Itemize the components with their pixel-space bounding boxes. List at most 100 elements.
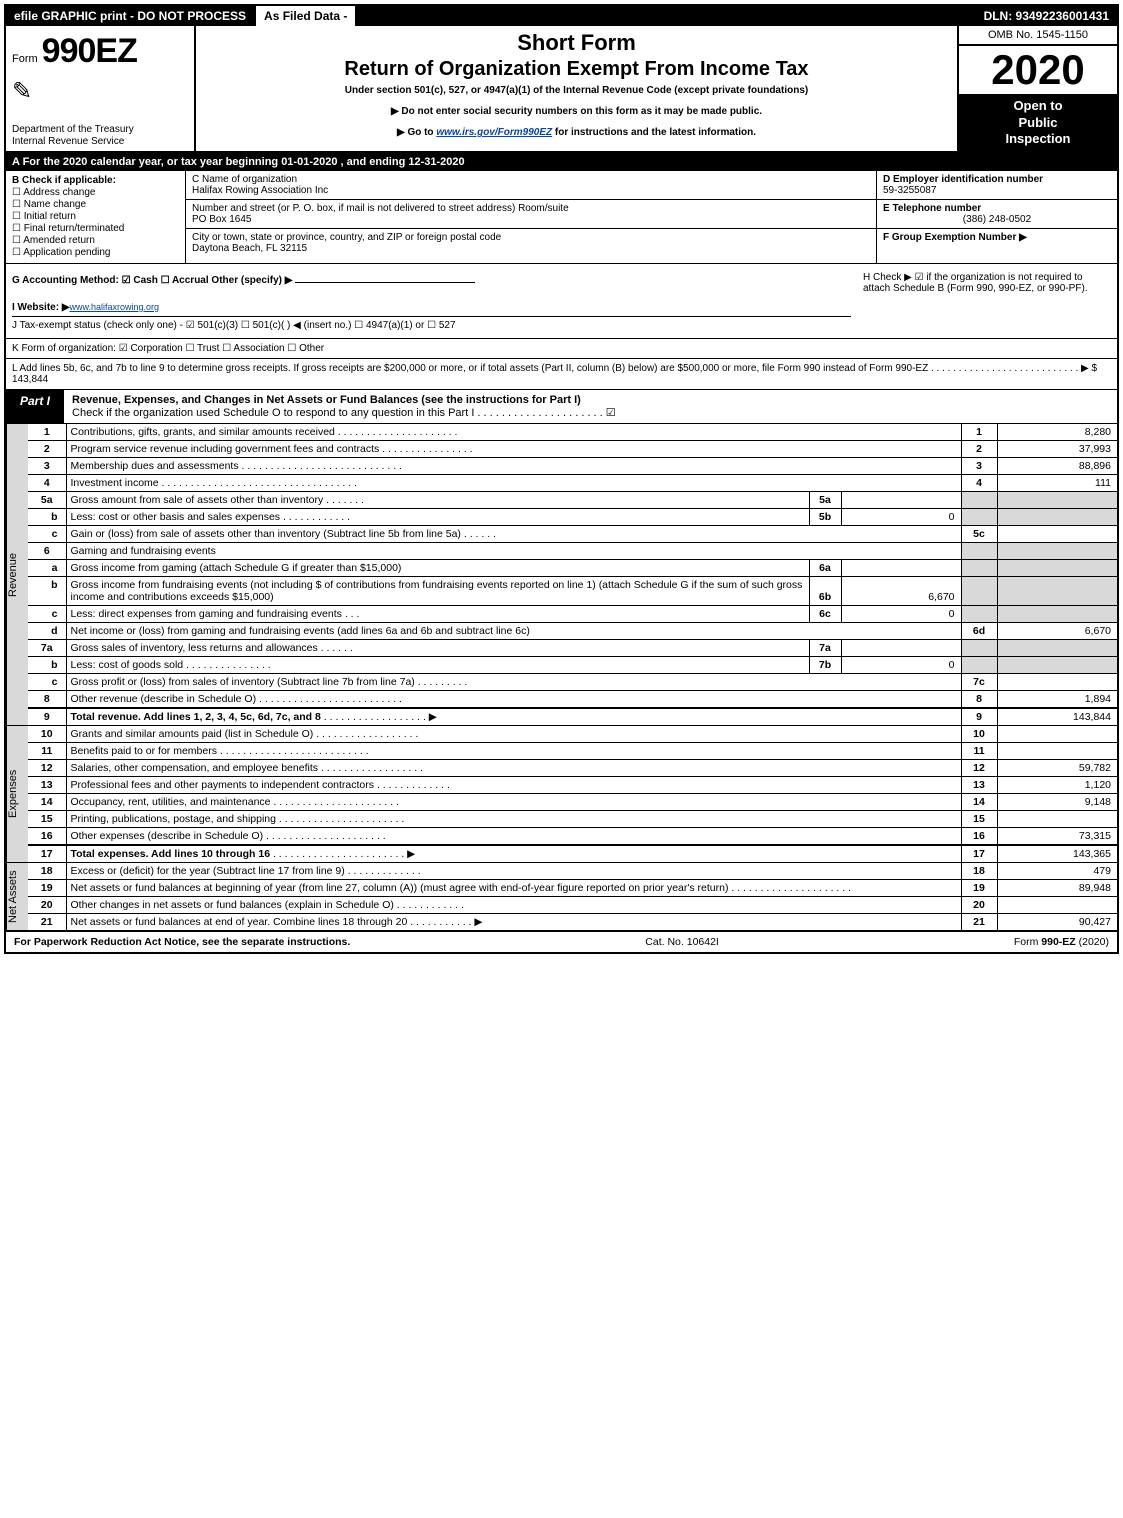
line-6: 6Gaming and fundraising events xyxy=(28,543,1117,560)
line-12: 12Salaries, other compensation, and empl… xyxy=(28,760,1117,777)
pen-icon: ✎ xyxy=(12,77,188,106)
revenue-table: 1Contributions, gifts, grants, and simil… xyxy=(28,424,1117,725)
line-3: 3Membership dues and assessments . . . .… xyxy=(28,458,1117,475)
row-ghi: G Accounting Method: ☑ Cash ☐ Accrual Ot… xyxy=(6,264,1117,339)
i-website: I Website: ▶www.halifaxrowing.org xyxy=(12,302,851,313)
footer-cat: Cat. No. 10642I xyxy=(645,936,719,948)
netassets-table: 18Excess or (deficit) for the year (Subt… xyxy=(28,863,1117,930)
line-6d: dNet income or (loss) from gaming and fu… xyxy=(28,623,1117,640)
department: Department of the Treasury Internal Reve… xyxy=(12,124,188,147)
c-addr-value: PO Box 1645 xyxy=(192,214,870,225)
netassets-section: Net Assets 18Excess or (deficit) for the… xyxy=(6,863,1117,932)
part-1-title: Revenue, Expenses, and Changes in Net As… xyxy=(64,390,1117,423)
line-7a: 7aGross sales of inventory, less returns… xyxy=(28,640,1117,657)
c-name-value: Halifax Rowing Association Inc xyxy=(192,185,870,196)
c-addr-label: Number and street (or P. O. box, if mail… xyxy=(192,203,870,214)
goto-line: ▶ Go to www.irs.gov/Form990EZ for instru… xyxy=(204,127,949,138)
topbar-mid: As Filed Data - xyxy=(254,6,357,26)
footer: For Paperwork Reduction Act Notice, see … xyxy=(6,932,1117,952)
topbar-dln: DLN: 93492236001431 xyxy=(976,6,1117,26)
block-bcdef: B Check if applicable: Address change Na… xyxy=(6,171,1117,264)
line-20: 20Other changes in net assets or fund ba… xyxy=(28,897,1117,914)
cb-application-pending: Application pending xyxy=(12,247,179,258)
top-bar: efile GRAPHIC print - DO NOT PROCESS As … xyxy=(6,6,1117,26)
header-center: Short Form Return of Organization Exempt… xyxy=(196,26,957,151)
box-def: D Employer identification number 59-3255… xyxy=(877,171,1117,263)
row-a-tax-year: A For the 2020 calendar year, or tax yea… xyxy=(6,153,1117,171)
line-7b: bLess: cost of goods sold . . . . . . . … xyxy=(28,657,1117,674)
form-subtitle: Under section 501(c), 527, or 4947(a)(1)… xyxy=(204,85,949,96)
box-b-label: B Check if applicable: xyxy=(12,175,179,186)
row-l: L Add lines 5b, 6c, and 7b to line 9 to … xyxy=(6,359,1117,390)
c-city-label: City or town, state or province, country… xyxy=(192,232,870,243)
part-1-header: Part I Revenue, Expenses, and Changes in… xyxy=(6,390,1117,424)
line-5a: 5aGross amount from sale of assets other… xyxy=(28,492,1117,509)
form-header: Form 990EZ ✎ Department of the Treasury … xyxy=(6,26,1117,153)
line-14: 14Occupancy, rent, utilities, and mainte… xyxy=(28,794,1117,811)
box-b: B Check if applicable: Address change Na… xyxy=(6,171,186,263)
line-5b: bLess: cost or other basis and sales exp… xyxy=(28,509,1117,526)
e-tel-label: E Telephone number xyxy=(883,203,981,214)
line-18: 18Excess or (deficit) for the year (Subt… xyxy=(28,863,1117,880)
goto-link[interactable]: www.irs.gov/Form990EZ xyxy=(436,127,552,138)
expenses-section: Expenses 10Grants and similar amounts pa… xyxy=(6,726,1117,863)
row-k: K Form of organization: ☑ Corporation ☐ … xyxy=(6,339,1117,359)
part-1-check: Check if the organization used Schedule … xyxy=(72,407,616,419)
footer-form: Form 990-EZ (2020) xyxy=(1014,936,1109,948)
form-number: 990EZ xyxy=(42,32,137,71)
omb-number: OMB No. 1545-1150 xyxy=(959,26,1117,46)
e-tel-value: (386) 248-0502 xyxy=(883,214,1111,225)
line-5c: cGain or (loss) from sale of assets othe… xyxy=(28,526,1117,543)
side-netassets: Net Assets xyxy=(6,863,28,930)
form-990ez: efile GRAPHIC print - DO NOT PROCESS As … xyxy=(4,4,1119,954)
part-1-tab: Part I xyxy=(6,390,64,423)
c-name-label: C Name of organization xyxy=(192,174,870,185)
f-group-label: F Group Exemption Number ▶ xyxy=(883,232,1027,243)
line-1: 1Contributions, gifts, grants, and simil… xyxy=(28,424,1117,441)
tax-year: 2020 xyxy=(959,46,1117,94)
box-h: H Check ▶ ☑ if the organization is not r… xyxy=(857,264,1117,338)
line-19: 19Net assets or fund balances at beginni… xyxy=(28,880,1117,897)
form-word: Form xyxy=(12,53,38,65)
cb-initial-return: Initial return xyxy=(12,211,179,222)
header-left: Form 990EZ ✎ Department of the Treasury … xyxy=(6,26,196,151)
line-10: 10Grants and similar amounts paid (list … xyxy=(28,726,1117,743)
d-ein-value: 59-3255087 xyxy=(883,185,1111,196)
side-revenue: Revenue xyxy=(6,424,28,725)
goto-pre: ▶ Go to xyxy=(397,127,436,138)
cb-name-change: Name change xyxy=(12,199,179,210)
line-8: 8Other revenue (describe in Schedule O) … xyxy=(28,691,1117,709)
line-15: 15Printing, publications, postage, and s… xyxy=(28,811,1117,828)
form-title: Return of Organization Exempt From Incom… xyxy=(204,58,949,81)
d-ein-label: D Employer identification number xyxy=(883,174,1043,185)
box-g-i-j: G Accounting Method: ☑ Cash ☐ Accrual Ot… xyxy=(6,264,857,338)
line-21: 21Net assets or fund balances at end of … xyxy=(28,914,1117,931)
c-city-value: Daytona Beach, FL 32115 xyxy=(192,243,870,254)
revenue-section: Revenue 1Contributions, gifts, grants, a… xyxy=(6,424,1117,726)
line-13: 13Professional fees and other payments t… xyxy=(28,777,1117,794)
line-17: 17Total expenses. Add lines 10 through 1… xyxy=(28,845,1117,862)
website-link[interactable]: www.halifaxrowing.org xyxy=(70,302,160,312)
box-c: C Name of organization Halifax Rowing As… xyxy=(186,171,877,263)
line-9: 9Total revenue. Add lines 1, 2, 3, 4, 5c… xyxy=(28,708,1117,725)
j-tax-exempt: J Tax-exempt status (check only one) - ☑… xyxy=(12,316,851,331)
header-right: OMB No. 1545-1150 2020 Open to Public In… xyxy=(957,26,1117,151)
line-6c: cLess: direct expenses from gaming and f… xyxy=(28,606,1117,623)
line-11: 11Benefits paid to or for members . . . … xyxy=(28,743,1117,760)
line-6b: bGross income from fundraising events (n… xyxy=(28,577,1117,606)
cb-final-return: Final return/terminated xyxy=(12,223,179,234)
g-accounting: G Accounting Method: ☑ Cash ☐ Accrual Ot… xyxy=(12,275,851,286)
topbar-left: efile GRAPHIC print - DO NOT PROCESS xyxy=(6,6,254,26)
expenses-table: 10Grants and similar amounts paid (list … xyxy=(28,726,1117,862)
goto-post: for instructions and the latest informat… xyxy=(552,127,756,138)
ssn-warning: ▶ Do not enter social security numbers o… xyxy=(204,106,949,117)
h-text: H Check ▶ ☑ if the organization is not r… xyxy=(863,272,1111,294)
line-7c: cGross profit or (loss) from sales of in… xyxy=(28,674,1117,691)
line-4: 4Investment income . . . . . . . . . . .… xyxy=(28,475,1117,492)
line-6a: aGross income from gaming (attach Schedu… xyxy=(28,560,1117,577)
open-to-public: Open to Public Inspection xyxy=(959,94,1117,151)
cb-amended-return: Amended return xyxy=(12,235,179,246)
line-2: 2Program service revenue including gover… xyxy=(28,441,1117,458)
cb-address-change: Address change xyxy=(12,187,179,198)
short-form-label: Short Form xyxy=(204,30,949,56)
